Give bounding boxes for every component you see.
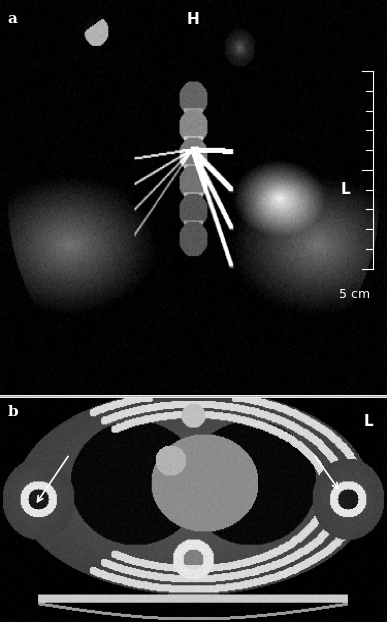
Text: b: b [8, 405, 18, 419]
Text: 5 cm: 5 cm [339, 289, 370, 301]
Text: a: a [8, 12, 18, 26]
Text: L: L [341, 182, 350, 197]
Text: H: H [187, 12, 200, 27]
Text: L: L [364, 414, 373, 429]
